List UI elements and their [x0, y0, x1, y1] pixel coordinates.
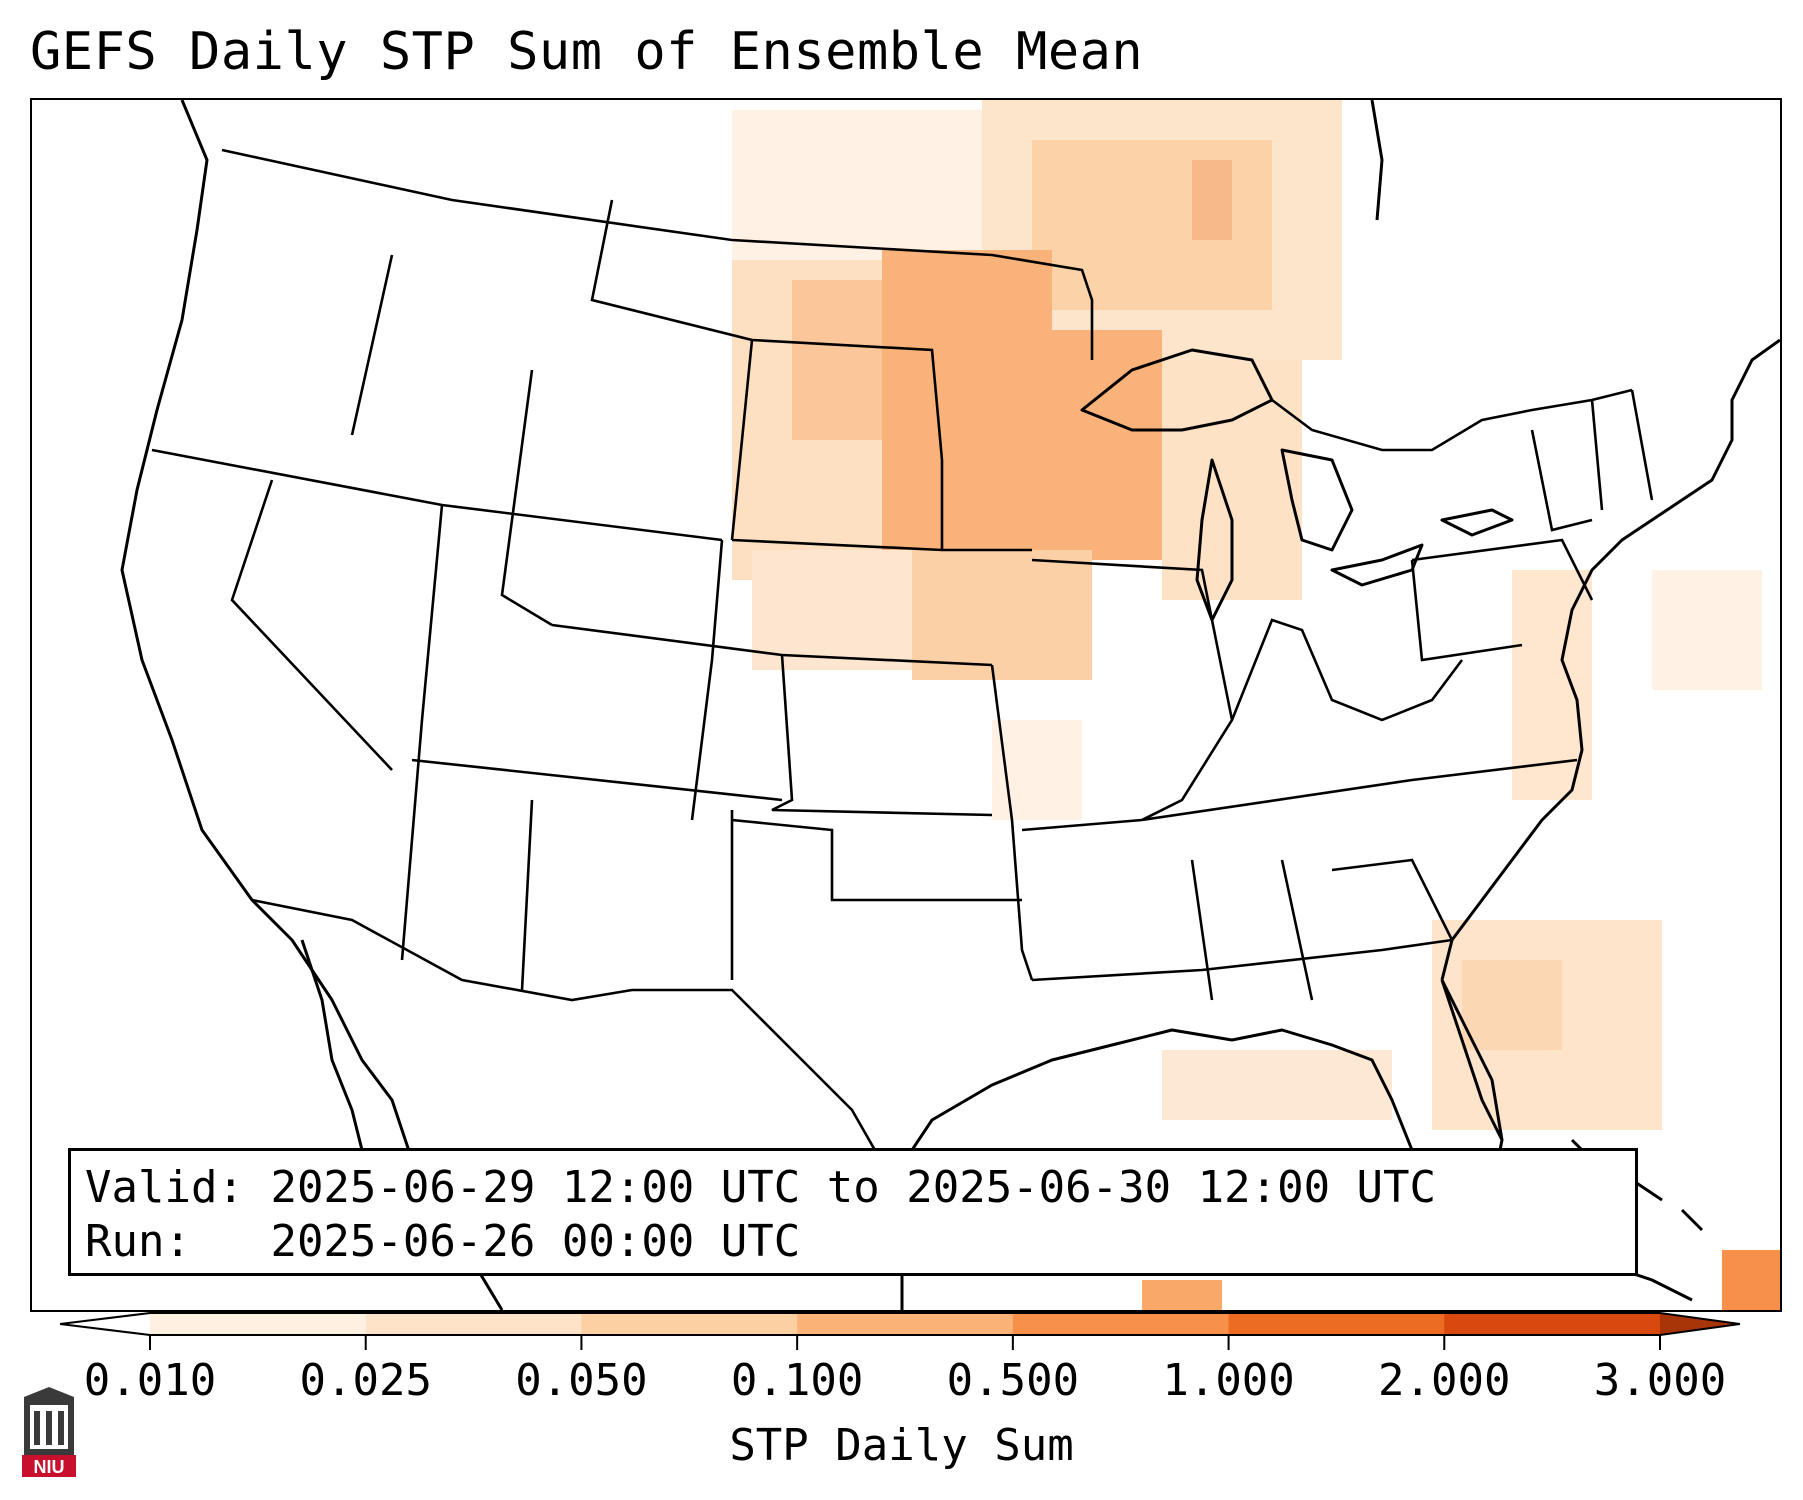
east-coast	[1440, 338, 1780, 981]
stp-caribbean	[1722, 1250, 1780, 1310]
colorbar-segment	[797, 1313, 1014, 1335]
colorbar-segment	[581, 1313, 798, 1335]
run-label: Run:	[85, 1216, 191, 1267]
colorbar-segment	[150, 1313, 367, 1335]
stp-gulf	[1162, 1050, 1392, 1120]
colorbar-ticks	[149, 1335, 1661, 1350]
colorbar-tick-label: 2.000	[1378, 1355, 1511, 1406]
borders	[151, 148, 1654, 1181]
colorbar-tick-label: 0.500	[946, 1355, 1080, 1406]
colorbar	[60, 1312, 1740, 1350]
colorbar-extend-max	[1660, 1313, 1740, 1335]
colorbar-segments	[60, 1313, 1740, 1335]
stp-dakotas-core	[792, 280, 892, 440]
map	[120, 100, 1780, 1310]
valid-value: 2025-06-29 12:00 UTC to 2025-06-30 12:00…	[270, 1162, 1437, 1213]
stp-iowa	[912, 550, 1092, 680]
colorbar-segment	[1228, 1313, 1445, 1335]
stp-missouri	[992, 720, 1082, 820]
colorbar-tick-label: 0.025	[299, 1355, 432, 1406]
lake-ontario	[1440, 508, 1514, 537]
niu-logo-icon: NIU	[22, 1387, 76, 1477]
stp-shading	[732, 100, 1780, 1310]
stp-caribbean-2	[1142, 1280, 1222, 1310]
colorbar-label: STP Daily Sum	[729, 1420, 1074, 1471]
colorbar-tick-label: 3.000	[1593, 1355, 1727, 1406]
west-coast	[120, 100, 504, 1310]
stp-southeast-core	[1462, 960, 1562, 1050]
stp-ontario-core	[1032, 140, 1272, 310]
map-frame: Valid: 2025-06-29 12:00 UTC to 2025-06-3…	[30, 98, 1782, 1312]
lake-erie	[1330, 543, 1424, 587]
colorbar-segment	[1012, 1313, 1230, 1335]
colorbar-extend-min	[60, 1313, 150, 1335]
stp-wisconsin	[1022, 330, 1162, 560]
stp-nebraska	[752, 550, 912, 670]
mexico-border	[251, 898, 894, 1181]
chart-title: GEFS Daily STP Sum of Ensemble Mean	[30, 22, 1144, 82]
colorbar-segment	[365, 1313, 582, 1335]
colorbar-outline	[60, 1312, 1740, 1336]
stp-atlantic-ne	[1652, 570, 1762, 690]
colorbar-tick-label: 0.050	[515, 1355, 648, 1406]
colorbar-tick-label: 0.010	[83, 1355, 217, 1406]
florida	[1440, 979, 1504, 1141]
james-bay	[1370, 100, 1384, 221]
valid-label: Valid:	[85, 1162, 244, 1213]
niu-logo-text: NIU	[34, 1457, 65, 1477]
stp-ontario-spot	[1192, 160, 1232, 240]
colorbar-segment	[1444, 1313, 1661, 1335]
state-lines	[151, 199, 1654, 1001]
info-box: Valid: 2025-06-29 12:00 UTC to 2025-06-3…	[68, 1148, 1638, 1276]
colorbar-tick-label: 1.000	[1162, 1355, 1295, 1406]
run-value: 2025-06-26 00:00 UTC	[270, 1216, 801, 1267]
colorbar-tick-label: 0.100	[730, 1355, 864, 1406]
canada-border	[221, 148, 1633, 452]
lake-huron	[1280, 448, 1354, 552]
